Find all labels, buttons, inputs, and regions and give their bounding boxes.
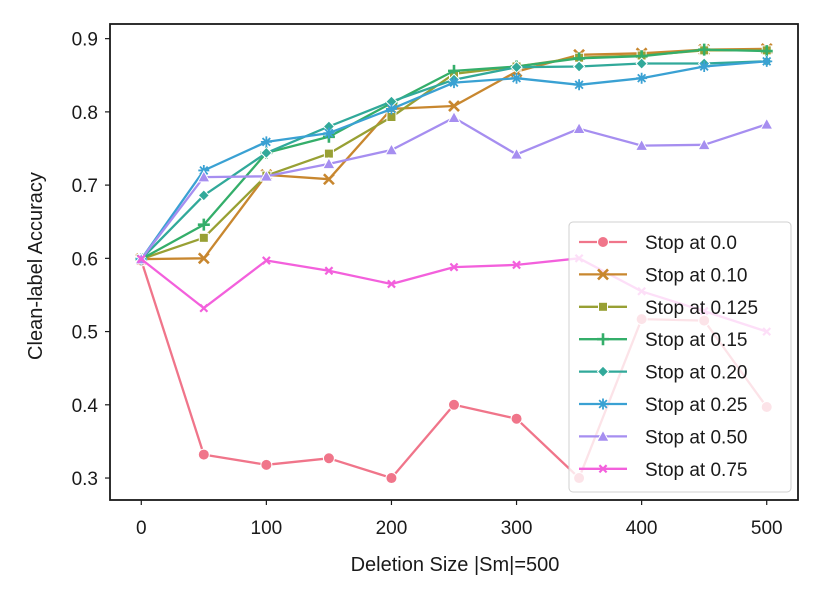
- legend-label: Stop at 0.0: [645, 233, 737, 254]
- legend-label: Stop at 0.10: [645, 265, 747, 286]
- plot-frame: [109, 23, 799, 501]
- x-axis-label: Deletion Size |Sm|=500: [351, 554, 560, 576]
- legend: Stop at 0.0 Stop at 0.10 Stop at 0.125 Stop…: [568, 221, 792, 493]
- y-tick-label: 0.5: [72, 323, 98, 344]
- data-point: [635, 57, 648, 70]
- legend-item: Stop at 0.75: [579, 460, 747, 481]
- data-point: [260, 146, 273, 160]
- legend-item: Stop at 0.10: [579, 265, 747, 286]
- legend-label: Stop at 0.20: [645, 363, 747, 384]
- x-tick-label: 0: [136, 518, 147, 539]
- data-point: [260, 136, 272, 148]
- x-tick-label: 500: [751, 518, 783, 539]
- legend-label: Stop at 0.75: [645, 460, 747, 481]
- legend-marker: [597, 236, 609, 248]
- data-point: [510, 412, 523, 425]
- data-point: [261, 256, 271, 265]
- legend-label: Stop at 0.125: [645, 298, 758, 319]
- legend-marker: [598, 464, 608, 474]
- data-point: [199, 303, 209, 313]
- data-point: [322, 156, 336, 170]
- y-tick-label: 0.6: [72, 249, 98, 270]
- legend-label: Stop at 0.25: [645, 395, 747, 416]
- y-tick-label: 0.4: [72, 396, 99, 417]
- data-point: [322, 173, 335, 186]
- data-point: [449, 262, 459, 272]
- axes: 0 100 200 300 400 500 0.3 0.4 0.5 0.6 0.7 0.8 0.9: [72, 23, 799, 539]
- data-point: [197, 252, 210, 265]
- data-point: [448, 398, 460, 411]
- data-point: [387, 279, 396, 289]
- legend-item: Stop at 0.25: [579, 395, 747, 416]
- legend-marker: [597, 398, 609, 410]
- legend-item: Stop at 0.50: [579, 427, 747, 448]
- data-point: [572, 60, 586, 73]
- y-tick-label: 0.3: [72, 469, 98, 490]
- x-tick-label: 400: [626, 518, 658, 539]
- x-tick-label: 300: [501, 518, 533, 539]
- data-point: [636, 72, 648, 84]
- data-point: [197, 448, 210, 461]
- data-point: [698, 60, 710, 72]
- data-point: [759, 117, 774, 130]
- y-axis-label: Clean-label Accuracy: [25, 172, 47, 360]
- y-tick-label: 0.8: [72, 103, 98, 124]
- legend-marker: [597, 268, 609, 281]
- legend-box: [568, 221, 792, 493]
- data-point: [197, 218, 210, 231]
- y-tick-label: 0.9: [72, 30, 98, 51]
- x-tick-label: 100: [251, 518, 283, 539]
- data-point: [385, 472, 398, 485]
- data-point: [698, 43, 711, 56]
- data-point: [196, 170, 211, 183]
- data-point: [448, 100, 460, 112]
- data-point: [323, 127, 335, 139]
- data-point: [509, 147, 524, 160]
- legend-marker: [598, 301, 608, 312]
- data-point: [324, 266, 334, 276]
- data-point: [697, 137, 712, 151]
- data-point: [323, 148, 334, 159]
- data-point: [634, 138, 649, 151]
- legend-item: Stop at 0.0: [579, 233, 737, 254]
- data-point: [259, 169, 274, 182]
- data-point: [260, 458, 273, 471]
- data-point: [760, 45, 773, 58]
- data-point: [572, 121, 586, 135]
- legend-marker: [596, 365, 610, 378]
- legend-marker: [596, 429, 610, 442]
- data-point: [385, 103, 397, 115]
- x-tick-label: 200: [376, 518, 408, 539]
- data-point: [136, 254, 146, 264]
- data-point: [573, 79, 585, 91]
- legend-marker: [597, 333, 609, 346]
- data-point: [512, 260, 521, 270]
- legend-item: Stop at 0.125: [579, 298, 758, 319]
- data-point: [384, 142, 399, 156]
- data-point: [197, 189, 211, 202]
- data-point: [448, 77, 460, 89]
- legend-item: Stop at 0.15: [579, 330, 747, 351]
- data-point: [511, 72, 523, 84]
- series-7: [134, 110, 774, 265]
- legend-item: Stop at 0.20: [579, 363, 747, 384]
- y-tick-label: 0.7: [72, 176, 98, 197]
- legend-label: Stop at 0.15: [645, 330, 747, 351]
- data-point: [322, 452, 335, 465]
- data-point: [447, 110, 461, 124]
- legend-label: Stop at 0.50: [645, 427, 747, 448]
- data-point: [198, 232, 209, 243]
- data-point: [761, 55, 773, 67]
